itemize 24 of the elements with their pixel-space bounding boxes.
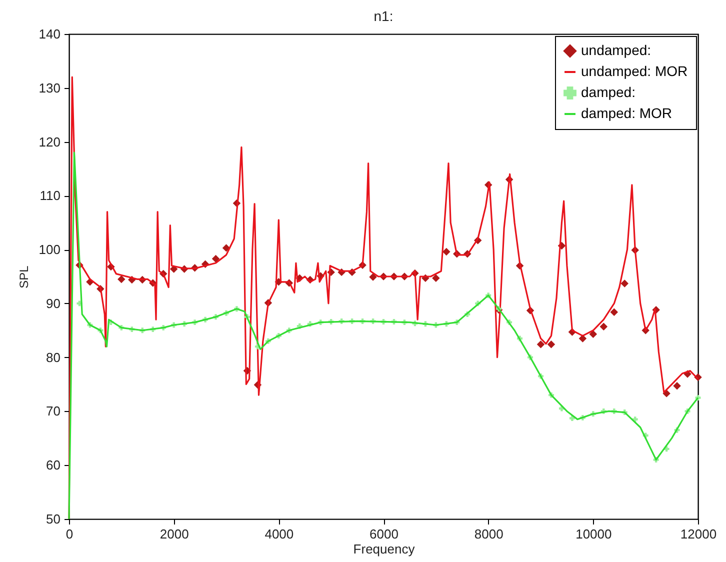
y-tick-label: 90 bbox=[46, 296, 60, 311]
legend-label: damped: MOR bbox=[581, 105, 672, 121]
x-axis-title: Frequency bbox=[353, 542, 416, 556]
y-axis-title: SPL bbox=[16, 265, 31, 288]
chart-title: n1: bbox=[374, 8, 394, 24]
x-tick-label: 10000 bbox=[576, 526, 612, 542]
legend-label: undamped: bbox=[581, 42, 652, 58]
x-tick-label: 8000 bbox=[474, 526, 504, 542]
y-tick-label: 50 bbox=[46, 512, 60, 526]
x-tick-label: 4000 bbox=[264, 526, 294, 542]
y-tick-label: 80 bbox=[46, 350, 60, 365]
y-tick-label: 140 bbox=[38, 26, 60, 42]
y-tick-label: 120 bbox=[38, 134, 60, 150]
x-tick-label: 6000 bbox=[370, 526, 398, 542]
legend-label: undamped: MOR bbox=[581, 63, 688, 79]
legend-label: damped: bbox=[581, 84, 636, 100]
x-tick-label: 12000 bbox=[680, 526, 717, 542]
x-tick-label: 0 bbox=[66, 526, 74, 542]
x-tick-label: 2000 bbox=[160, 526, 189, 542]
y-tick-label: 60 bbox=[46, 458, 60, 473]
y-tick-label: 100 bbox=[38, 242, 60, 258]
y-tick-label: 110 bbox=[40, 188, 60, 204]
y-tick-label: 70 bbox=[46, 404, 60, 419]
y-tick-label: 130 bbox=[38, 80, 60, 96]
